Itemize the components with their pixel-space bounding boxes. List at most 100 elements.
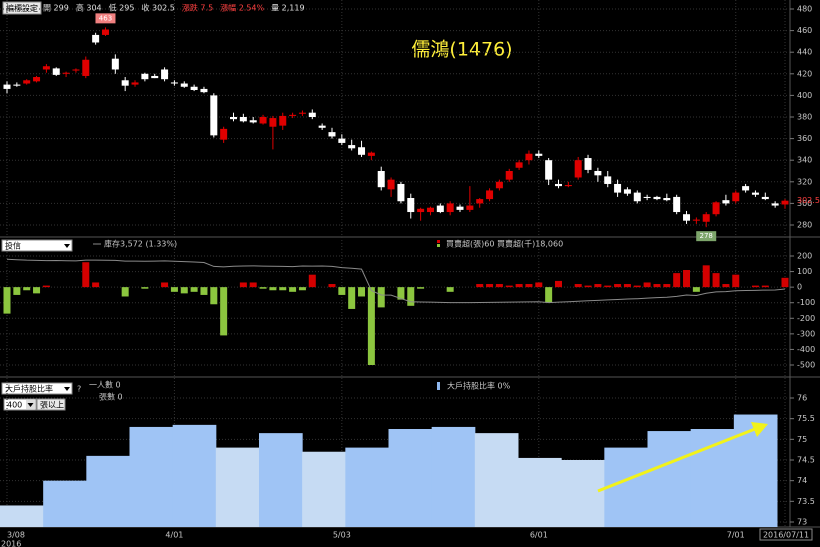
bar xyxy=(653,284,661,288)
candle-body xyxy=(111,58,119,70)
y-tick-label: 0 xyxy=(797,283,802,292)
candle-body xyxy=(712,202,720,215)
bar xyxy=(180,287,188,294)
inventory-line xyxy=(6,258,786,304)
candle-body xyxy=(161,69,169,80)
candle-body xyxy=(407,198,415,213)
trend-arrow xyxy=(597,422,768,493)
threshold-unit: 張以上 xyxy=(40,401,64,410)
y-tick-label: -500 xyxy=(797,361,815,370)
help-icon[interactable]: ? xyxy=(77,385,81,394)
bar xyxy=(683,270,691,288)
bar xyxy=(121,287,129,297)
y-tick-label: 74.5 xyxy=(797,456,815,465)
candle-body xyxy=(495,181,503,189)
candle-body xyxy=(190,86,198,90)
dropdown-arrow xyxy=(64,387,70,391)
candle-body xyxy=(298,112,306,114)
bar xyxy=(397,287,405,300)
candle-body xyxy=(52,68,60,75)
threshold-value[interactable]: 400 xyxy=(7,401,22,410)
dropdown-label[interactable]: 投信 xyxy=(5,241,21,251)
y-tick-label: 460 xyxy=(797,26,812,35)
bar xyxy=(505,285,513,288)
max-label-box xyxy=(95,13,116,24)
threshold-arrow xyxy=(27,403,34,407)
settings-button[interactable] xyxy=(2,1,42,15)
candle-body xyxy=(515,162,523,168)
bar xyxy=(417,287,425,289)
candle-body xyxy=(239,117,247,122)
min-label: 278 xyxy=(700,232,713,240)
candle-body xyxy=(210,95,218,136)
bar xyxy=(515,284,523,288)
bar xyxy=(338,287,346,295)
y-tick-label: 280 xyxy=(797,221,812,230)
bar xyxy=(82,262,90,288)
area-step xyxy=(259,433,303,527)
area-step xyxy=(474,433,519,527)
candle-body xyxy=(702,214,710,222)
settings-button-label[interactable]: 編標設定 xyxy=(6,3,38,13)
candle-body xyxy=(289,114,297,116)
bar xyxy=(220,287,228,336)
candle-body xyxy=(633,192,641,202)
candle-body xyxy=(505,171,513,180)
y-tick-label: 320 xyxy=(797,177,812,186)
quote-info: 高 304 xyxy=(76,3,102,13)
chart-title: 儒鴻(1476) xyxy=(411,39,512,61)
bar xyxy=(614,284,622,288)
candle-body xyxy=(751,192,759,195)
bar xyxy=(604,285,612,288)
threshold-input[interactable] xyxy=(3,398,37,411)
candle-body xyxy=(594,171,602,176)
candle-body xyxy=(131,82,139,85)
dropdown-label[interactable]: 大戶持股比率 xyxy=(5,384,53,394)
quote-info: 開 299 xyxy=(43,4,69,13)
candle-body xyxy=(377,171,385,188)
bar xyxy=(495,284,503,288)
dropdown[interactable] xyxy=(1,382,73,395)
candle-body xyxy=(367,152,375,156)
candle-body xyxy=(446,203,454,213)
y-tick-label: -400 xyxy=(797,345,815,354)
bar xyxy=(358,287,366,297)
legend-label: 大戶持股比率 0% xyxy=(447,381,511,391)
area-step xyxy=(431,426,476,527)
bar xyxy=(525,284,533,288)
bar xyxy=(722,284,730,288)
y-tick-label: 76 xyxy=(797,394,807,403)
dropdown[interactable] xyxy=(1,239,73,252)
candle-body xyxy=(742,186,750,191)
legend-swatch xyxy=(437,244,440,247)
candle-body xyxy=(623,189,631,194)
bar xyxy=(190,287,198,292)
candle-body xyxy=(338,138,346,143)
candle-body xyxy=(476,199,484,204)
lots-count: 張數 0 xyxy=(99,392,123,402)
area-step xyxy=(647,431,692,527)
area-step xyxy=(0,505,44,527)
quote-info: 量 2,119 xyxy=(271,4,304,13)
candle-body xyxy=(545,160,553,180)
bar xyxy=(33,287,41,294)
bar xyxy=(554,280,562,288)
bar xyxy=(348,287,356,309)
min-label-box xyxy=(696,231,717,242)
candle-body xyxy=(663,198,671,201)
x-tick-label: 7/01 xyxy=(727,531,745,540)
quote-info: 漲幅 2.54% xyxy=(220,3,264,13)
x-tick-label: 2016/07/11 xyxy=(763,531,809,540)
candle-body xyxy=(151,75,159,79)
bar xyxy=(594,284,602,288)
y-tick-label: -200 xyxy=(797,314,815,323)
bar xyxy=(761,285,769,288)
bar xyxy=(673,273,681,288)
quote-info: 收 302.5 xyxy=(141,3,174,13)
quote-info: 低 295 xyxy=(109,3,135,13)
bar xyxy=(584,285,592,288)
bar xyxy=(200,287,208,295)
candle-body xyxy=(614,183,622,193)
bar xyxy=(633,285,641,288)
bar xyxy=(623,284,631,288)
